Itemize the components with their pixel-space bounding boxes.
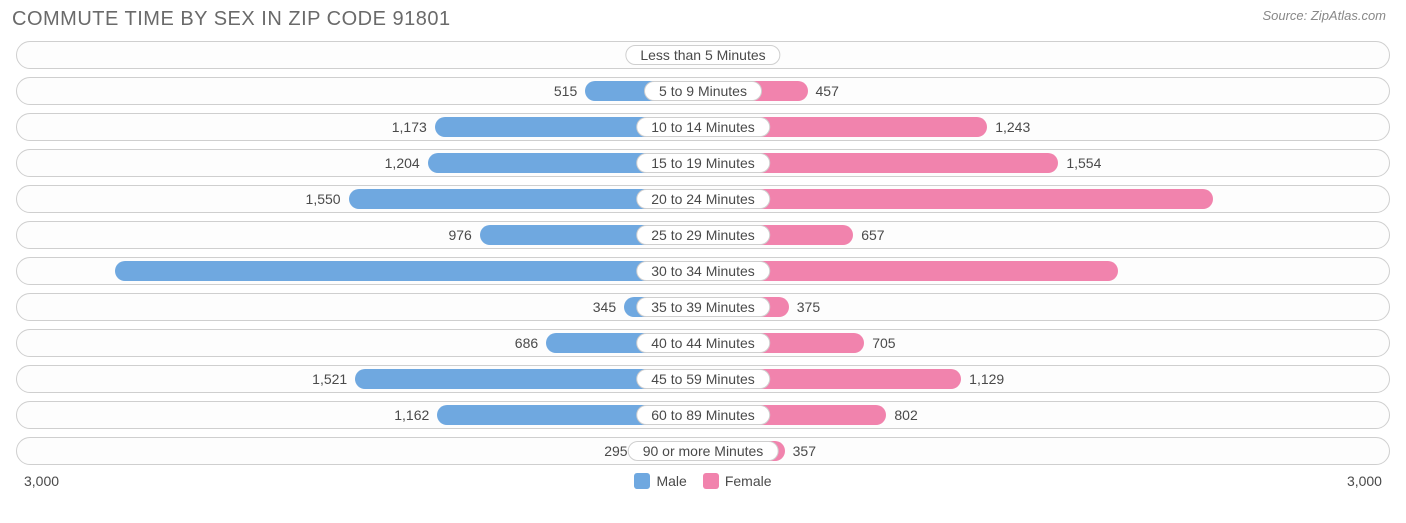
- value-female: 1,243: [995, 114, 1030, 140]
- value-male: 1,162: [394, 402, 429, 428]
- table-row: 686 705 40 to 44 Minutes: [16, 329, 1390, 357]
- value-female: 1,129: [969, 366, 1004, 392]
- value-male: 1,550: [306, 186, 341, 212]
- swatch-male: [634, 473, 650, 489]
- value-male: 1,204: [385, 150, 420, 176]
- table-row: 976 657 25 to 29 Minutes: [16, 221, 1390, 249]
- value-male: 295: [604, 438, 627, 464]
- table-row: 515 457 5 to 9 Minutes: [16, 77, 1390, 105]
- value-male: 976: [448, 222, 471, 248]
- category-label: 5 to 9 Minutes: [644, 81, 762, 101]
- category-label: Less than 5 Minutes: [625, 45, 780, 65]
- legend-label-male: Male: [656, 473, 686, 489]
- swatch-female: [703, 473, 719, 489]
- value-male: 1,173: [392, 114, 427, 140]
- diverging-bar-chart: 113169Less than 5 Minutes 515 457 5 to 9 Mi…: [0, 35, 1406, 465]
- category-label: 30 to 34 Minutes: [636, 261, 770, 281]
- chart-header: COMMUTE TIME BY SEX IN ZIP CODE 91801 So…: [0, 0, 1406, 35]
- value-female: 657: [861, 222, 884, 248]
- value-male: 686: [515, 330, 538, 356]
- bar-male: 2,570: [115, 261, 703, 281]
- value-male: 345: [593, 294, 616, 320]
- table-row: 295 357 90 or more Minutes: [16, 437, 1390, 465]
- axis-label-left: 3,000: [24, 473, 59, 489]
- chart-source: Source: ZipAtlas.com: [1262, 8, 1386, 23]
- value-female: 457: [816, 78, 839, 104]
- bar-female: 2,231: [703, 189, 1213, 209]
- table-row: 1,162 802 60 to 89 Minutes: [16, 401, 1390, 429]
- category-label: 40 to 44 Minutes: [636, 333, 770, 353]
- category-label: 35 to 39 Minutes: [636, 297, 770, 317]
- value-female: 1,554: [1066, 150, 1101, 176]
- category-label: 90 or more Minutes: [628, 441, 779, 461]
- value-male: 1,521: [312, 366, 347, 392]
- chart-title: COMMUTE TIME BY SEX IN ZIP CODE 91801: [12, 8, 451, 31]
- legend-label-female: Female: [725, 473, 772, 489]
- chart-footer: 3,000 Male Female 3,000: [0, 473, 1406, 489]
- table-row: 1,521 1,129 45 to 59 Minutes: [16, 365, 1390, 393]
- category-label: 10 to 14 Minutes: [636, 117, 770, 137]
- category-label: 15 to 19 Minutes: [636, 153, 770, 173]
- category-label: 45 to 59 Minutes: [636, 369, 770, 389]
- value-male: 515: [554, 78, 577, 104]
- table-row: 1,550 2,23120 to 24 Minutes: [16, 185, 1390, 213]
- table-row: 1,173 1,243 10 to 14 Minutes: [16, 113, 1390, 141]
- table-row: 1,204 1,554 15 to 19 Minutes: [16, 149, 1390, 177]
- legend-item-male: Male: [634, 473, 686, 489]
- axis-label-right: 3,000: [1347, 473, 1382, 489]
- category-label: 20 to 24 Minutes: [636, 189, 770, 209]
- table-row: 345 375 35 to 39 Minutes: [16, 293, 1390, 321]
- table-row: 2,5701,81730 to 34 Minutes: [16, 257, 1390, 285]
- legend: Male Female: [634, 473, 771, 489]
- value-female: 802: [894, 402, 917, 428]
- value-female: 705: [872, 330, 895, 356]
- table-row: 113169Less than 5 Minutes: [16, 41, 1390, 69]
- value-female: 357: [793, 438, 816, 464]
- category-label: 25 to 29 Minutes: [636, 225, 770, 245]
- legend-item-female: Female: [703, 473, 772, 489]
- value-female: 375: [797, 294, 820, 320]
- category-label: 60 to 89 Minutes: [636, 405, 770, 425]
